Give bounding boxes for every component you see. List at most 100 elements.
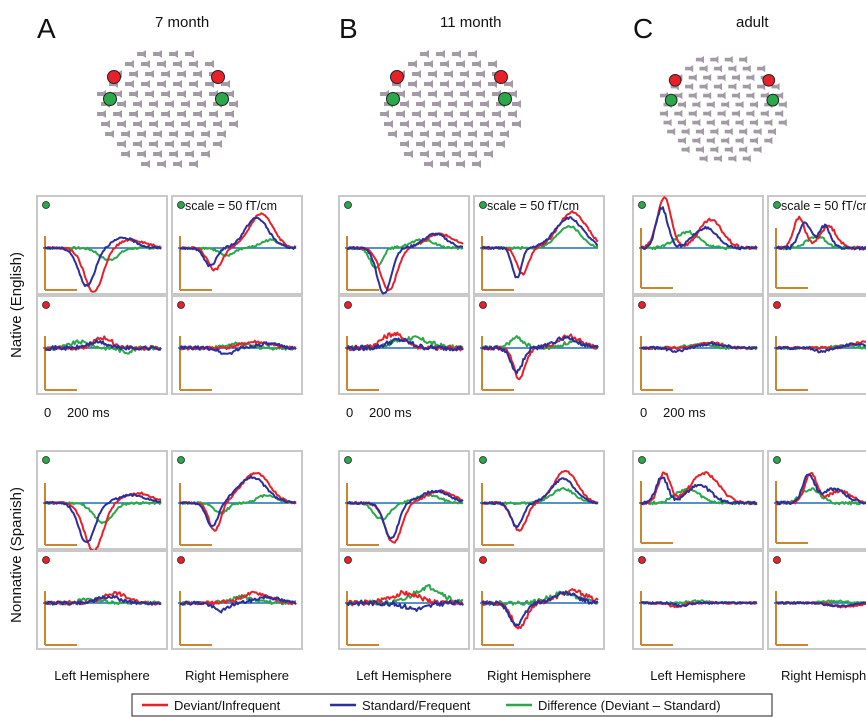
difference-trace — [775, 487, 866, 506]
sensor-icon — [757, 65, 766, 73]
sensor-icon — [145, 90, 154, 98]
sensor-icon — [181, 100, 190, 108]
hemisphere-label-left: Left Hemisphere — [356, 668, 451, 683]
sensor-dot-red — [773, 556, 781, 564]
standard-trace — [481, 216, 599, 279]
sensor-icon — [380, 110, 389, 118]
sensor-icon — [724, 146, 733, 154]
sensor-icon — [460, 90, 469, 98]
sensor-icon — [728, 65, 737, 73]
sensor-icon — [161, 110, 170, 118]
age-title: 7 month — [155, 14, 209, 31]
sensor-icon — [121, 130, 130, 138]
sensor-dot-green — [479, 201, 487, 209]
legend-label: Difference (Deviant – Standard) — [538, 698, 721, 713]
sensor-icon — [177, 110, 186, 118]
sensor-icon — [713, 155, 723, 163]
sensor-icon — [145, 110, 154, 118]
row-label-native: Native (English) — [8, 252, 25, 358]
sensor-icon — [746, 74, 755, 82]
hemisphere-label-left: Left Hemisphere — [650, 668, 745, 683]
sensor-icon — [129, 110, 138, 118]
sensor-icon — [384, 120, 393, 128]
sensor-icon — [699, 155, 708, 163]
sensor-icon — [659, 110, 669, 118]
sensor-icon — [735, 101, 744, 109]
sensor-icon — [764, 119, 773, 127]
sensor-icon — [181, 140, 190, 148]
sensor-icon — [448, 100, 457, 108]
sensor-icon — [746, 110, 755, 118]
waveform-panel — [473, 450, 605, 550]
sensor-icon — [703, 110, 712, 118]
sensor-icon — [710, 128, 719, 136]
sensor-marker — [494, 70, 508, 84]
sensor-icon — [428, 90, 437, 98]
sensor-icon — [412, 70, 421, 78]
sensor-icon — [408, 80, 417, 88]
sensor-icon — [448, 140, 457, 148]
sensor-icon — [201, 130, 210, 138]
deviant-trace — [44, 491, 162, 553]
sensor-dot-green — [42, 201, 50, 209]
waveform-panel — [632, 295, 764, 395]
sensor-icon — [157, 60, 166, 68]
sensor-dot-green — [42, 456, 50, 464]
sensor-icon — [706, 137, 715, 145]
sensor-dot-green — [177, 456, 185, 464]
sensor-icon — [404, 150, 413, 158]
sensor-icon — [400, 140, 409, 148]
waveform-panel — [338, 550, 470, 650]
difference-trace — [346, 238, 464, 270]
sensor-icon — [105, 130, 114, 138]
waveform-panel — [338, 195, 470, 295]
sensor-icon — [217, 130, 226, 138]
sensor-icon — [416, 140, 425, 148]
sensor-icon — [149, 120, 158, 128]
panel-frame — [767, 450, 866, 550]
sensor-icon — [432, 140, 441, 148]
waveform-panel — [171, 550, 303, 650]
waveform-panel — [338, 295, 470, 395]
sensor-icon — [721, 137, 730, 145]
sensor-icon — [721, 101, 730, 109]
deviant-trace — [179, 212, 297, 272]
hemisphere-label-right: Right Hemisphere — [487, 668, 591, 683]
standard-trace — [346, 232, 464, 295]
sensor-icon — [692, 119, 701, 127]
sensor-icon — [125, 80, 134, 88]
sensor-marker — [211, 70, 225, 84]
sensor-icon — [674, 110, 683, 118]
sensor-icon — [456, 60, 465, 68]
sensor-icon — [760, 92, 769, 100]
waveform-panel — [473, 295, 605, 395]
sensor-icon — [749, 119, 759, 127]
sensor-icon — [440, 160, 449, 168]
sensor-icon — [749, 137, 759, 145]
sensor-icon — [688, 110, 697, 118]
sensor-icon — [703, 74, 712, 82]
panel-letter-b: B — [339, 13, 358, 44]
sensor-icon — [101, 120, 110, 128]
sensor-dot-green — [177, 201, 185, 209]
sensor-icon — [149, 100, 158, 108]
sensor-icon — [161, 70, 170, 78]
sensor-marker — [766, 93, 780, 107]
sensor-icon — [129, 90, 138, 98]
sensor-icon — [452, 130, 461, 138]
waveform-panel — [473, 550, 605, 650]
standard-trace — [481, 477, 599, 529]
sensor-icon — [424, 60, 433, 68]
sensor-icon — [416, 120, 425, 128]
sensor-icon — [685, 83, 694, 91]
sensor-icon — [185, 130, 194, 138]
sensor-icon — [157, 160, 166, 168]
sensor-icon — [165, 120, 174, 128]
sensor-icon — [753, 146, 762, 154]
sensor-icon — [169, 130, 178, 138]
sensor-icon — [440, 60, 449, 68]
sensor-icon — [448, 120, 457, 128]
time-200ms-label: 200 ms — [369, 405, 412, 420]
sensor-icon — [713, 83, 723, 91]
sensor-icon — [468, 50, 477, 58]
